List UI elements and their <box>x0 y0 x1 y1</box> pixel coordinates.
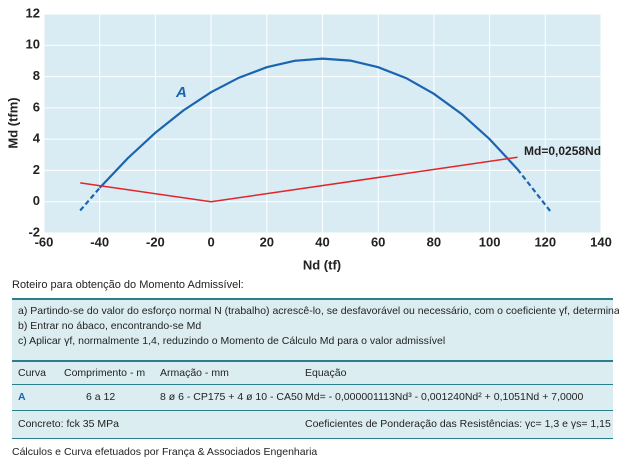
y-tick-label: -2 <box>28 224 40 239</box>
table-header: Comprimento - m <box>64 367 146 379</box>
x-axis-label: Nd (tf) <box>303 257 341 272</box>
table-header: Curva <box>18 367 47 379</box>
y-tick-label: 12 <box>26 5 40 20</box>
separator <box>12 438 613 439</box>
y-tick-label: 0 <box>33 193 40 208</box>
y-tick-label: 6 <box>33 99 40 114</box>
table-header: Armação - mm <box>160 367 229 379</box>
separator <box>12 384 613 385</box>
table-cell: A <box>18 391 26 403</box>
table-cell: 6 a 12 <box>86 391 116 403</box>
y-tick-label: 10 <box>26 37 40 52</box>
panel <box>12 298 613 439</box>
line-series <box>516 168 552 213</box>
y-tick-label: 8 <box>33 68 40 83</box>
x-tick-label: 40 <box>315 234 329 249</box>
table-header: Equação <box>305 367 347 379</box>
x-tick-label: -20 <box>146 234 165 249</box>
x-tick-label: 60 <box>371 234 385 249</box>
x-tick-label: -40 <box>90 234 109 249</box>
table-cell: 8 ø 6 - CP175 + 4 ø 10 - CA50 <box>160 391 303 403</box>
separator <box>12 410 613 411</box>
x-tick-label: 0 <box>207 234 214 249</box>
note: Concreto: fck 35 MPa <box>18 418 119 430</box>
y-tick-label: 4 <box>33 131 41 146</box>
annotation: A <box>175 84 187 101</box>
x-tick-label: 120 <box>534 234 556 249</box>
separator <box>12 298 613 300</box>
footer: Cálculos e Curva efetuados por França & … <box>12 446 318 458</box>
step: b) Entrar no ábaco, encontrando-se Md <box>18 320 202 332</box>
annotation: Md=0,0258Nd <box>524 144 601 158</box>
x-tick-label: 20 <box>260 234 274 249</box>
step: a) Partindo-se do valor do esforço norma… <box>18 305 619 317</box>
y-tick-label: 2 <box>33 162 40 177</box>
x-tick-label: 80 <box>427 234 441 249</box>
separator <box>12 360 613 362</box>
x-tick-label: -60 <box>35 234 54 249</box>
x-tick-label: 100 <box>479 234 501 249</box>
heading: Roteiro para obtenção do Momento Admissí… <box>12 279 244 291</box>
x-tick-label: 140 <box>590 234 612 249</box>
table-cell: Md= - 0,000001113Nd³ - 0,001240Nd² + 0,1… <box>305 391 584 403</box>
line-series <box>80 156 518 203</box>
line-series <box>79 187 101 212</box>
line-series <box>98 57 519 189</box>
step: c) Aplicar γf, normalmente 1,4, reduzind… <box>18 335 446 347</box>
y-axis-label: Md (tfm) <box>5 97 20 148</box>
note: Coeficientes de Ponderação das Resistênc… <box>305 418 611 430</box>
